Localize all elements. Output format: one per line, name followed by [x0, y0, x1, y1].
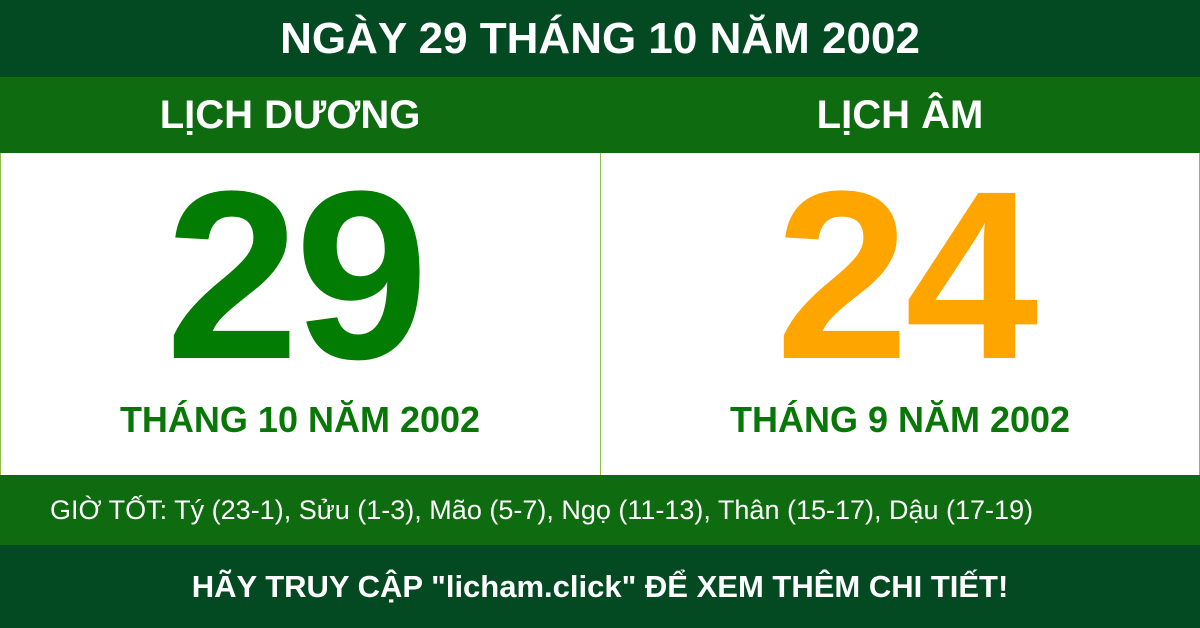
solar-heading: LỊCH DƯƠNG	[159, 93, 421, 137]
lunar-month-year: THÁNG 9 NĂM 2002	[729, 399, 1071, 440]
lunar-heading: LỊCH ÂM	[816, 93, 984, 137]
column-divider	[600, 153, 601, 475]
solar-month-year: THÁNG 10 NĂM 2002	[119, 399, 481, 440]
solar-day: 29	[165, 141, 429, 409]
calendar-headings: LỊCH DƯƠNG LỊCH ÂM	[0, 77, 1200, 153]
good-hours: GIỜ TỐT: Tý (23-1), Sửu (1-3), Mão (5-7)…	[0, 475, 1200, 545]
page-title: NGÀY 29 THÁNG 10 NĂM 2002	[0, 0, 1200, 77]
footer-cta: HÃY TRUY CẬP "licham.click" ĐỂ XEM THÊM …	[0, 545, 1200, 628]
lunar-day: 24	[775, 141, 1039, 409]
